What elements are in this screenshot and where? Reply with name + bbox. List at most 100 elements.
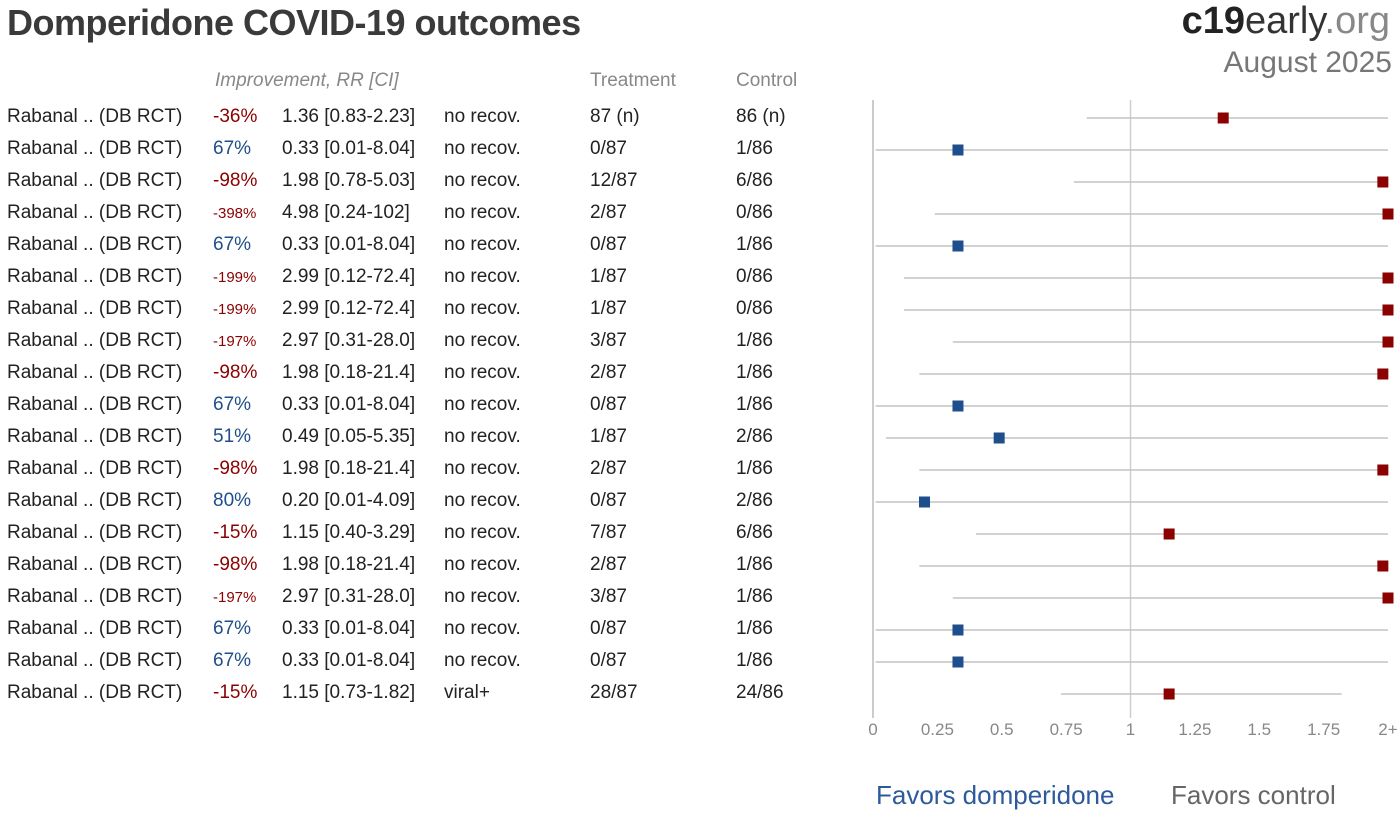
table-row: Rabanal .. (DB RCT) 67% 0.33 [0.01-8.04] no… bbox=[0, 234, 860, 266]
outcome-label: no recov. bbox=[444, 138, 521, 159]
control-count: 24/86 bbox=[736, 682, 784, 703]
outcome-label: no recov. bbox=[444, 522, 521, 543]
control-count: 1/86 bbox=[736, 554, 773, 575]
treatment-count: 3/87 bbox=[590, 330, 627, 351]
control-count: 1/86 bbox=[736, 650, 773, 671]
table-row: Rabanal .. (DB RCT) -98% 1.98 [0.18-21.4] n… bbox=[0, 554, 860, 586]
treatment-count: 1/87 bbox=[590, 426, 627, 447]
rr-value: 0.33 [0.01-8.04] bbox=[282, 234, 416, 255]
rr-value: 0.33 [0.01-8.04] bbox=[282, 138, 416, 159]
estimate-marker bbox=[1382, 272, 1394, 284]
control-count: 6/86 bbox=[736, 522, 773, 543]
rr-value: 2.97 [0.31-28.0] bbox=[282, 330, 416, 351]
table-row: Rabanal .. (DB RCT) -98% 1.98 [0.18-21.4] n… bbox=[0, 362, 860, 394]
estimate-marker bbox=[952, 624, 964, 636]
treatment-count: 2/87 bbox=[590, 202, 627, 223]
improvement-value: -199% bbox=[213, 269, 257, 286]
control-count: 6/86 bbox=[736, 170, 773, 191]
control-count: 1/86 bbox=[736, 586, 773, 607]
improvement-value: -199% bbox=[213, 301, 257, 318]
study-name: Rabanal .. (DB RCT) bbox=[7, 490, 183, 511]
control-count: 1/86 bbox=[736, 138, 773, 159]
improvement-value: 67% bbox=[213, 394, 252, 415]
outcome-label: no recov. bbox=[444, 362, 521, 383]
rr-value: 1.15 [0.73-1.82] bbox=[282, 682, 416, 703]
rr-value: 0.33 [0.01-8.04] bbox=[282, 394, 416, 415]
header-improvement: Improvement, RR [CI] bbox=[215, 70, 399, 91]
control-count: 0/86 bbox=[736, 298, 773, 319]
table-row: Rabanal .. (DB RCT) -199% 2.99 [0.12-72.4]… bbox=[0, 266, 860, 298]
improvement-value: -98% bbox=[213, 458, 258, 479]
improvement-value: 80% bbox=[213, 490, 252, 511]
estimate-marker bbox=[1217, 112, 1229, 124]
table-row: Rabanal .. (DB RCT) 67% 0.33 [0.01-8.04] no… bbox=[0, 394, 860, 426]
estimate-marker bbox=[952, 400, 964, 412]
treatment-count: 0/87 bbox=[590, 490, 627, 511]
outcome-label: no recov. bbox=[444, 234, 521, 255]
improvement-value: -15% bbox=[213, 682, 258, 703]
rr-value: 2.99 [0.12-72.4] bbox=[282, 266, 416, 287]
treatment-count: 2/87 bbox=[590, 554, 627, 575]
study-name: Rabanal .. (DB RCT) bbox=[7, 522, 183, 543]
rr-value: 1.36 [0.83-2.23] bbox=[282, 106, 416, 127]
rr-value: 4.98 [0.24-102] bbox=[282, 202, 410, 223]
table-row: Rabanal .. (DB RCT) -398% 4.98 [0.24-102] n… bbox=[0, 202, 860, 234]
outcome-label: no recov. bbox=[444, 330, 521, 351]
estimate-marker bbox=[1377, 560, 1389, 572]
study-name: Rabanal .. (DB RCT) bbox=[7, 266, 183, 287]
study-name: Rabanal .. (DB RCT) bbox=[7, 650, 183, 671]
tick-label: 0 bbox=[868, 720, 877, 739]
estimate-marker bbox=[993, 432, 1005, 444]
treatment-count: 0/87 bbox=[590, 618, 627, 639]
control-count: 1/86 bbox=[736, 618, 773, 639]
date-label: August 2025 bbox=[1223, 46, 1392, 79]
outcome-label: no recov. bbox=[444, 266, 521, 287]
table-row: Rabanal .. (DB RCT) -15% 1.15 [0.73-1.82] v… bbox=[0, 682, 860, 714]
outcome-label: viral+ bbox=[444, 682, 490, 703]
study-name: Rabanal .. (DB RCT) bbox=[7, 106, 183, 127]
estimate-marker bbox=[1377, 464, 1389, 476]
table-row: Rabanal .. (DB RCT) -98% 1.98 [0.78-5.03] n… bbox=[0, 170, 860, 202]
study-name: Rabanal .. (DB RCT) bbox=[7, 618, 183, 639]
study-name: Rabanal .. (DB RCT) bbox=[7, 170, 183, 191]
brand-part-1: c19 bbox=[1181, 0, 1245, 42]
control-count: 1/86 bbox=[736, 362, 773, 383]
treatment-count: 87 (n) bbox=[590, 106, 640, 127]
control-count: 86 (n) bbox=[736, 106, 786, 127]
table-row: Rabanal .. (DB RCT) -197% 2.97 [0.31-28.0]… bbox=[0, 330, 860, 362]
study-name: Rabanal .. (DB RCT) bbox=[7, 554, 183, 575]
tick-label: 1.25 bbox=[1178, 720, 1211, 739]
treatment-count: 2/87 bbox=[590, 458, 627, 479]
treatment-count: 0/87 bbox=[590, 234, 627, 255]
rr-value: 2.99 [0.12-72.4] bbox=[282, 298, 416, 319]
treatment-count: 2/87 bbox=[590, 362, 627, 383]
outcome-label: no recov. bbox=[444, 170, 521, 191]
table-row: Rabanal .. (DB RCT) 67% 0.33 [0.01-8.04] no… bbox=[0, 650, 860, 682]
table-row: Rabanal .. (DB RCT) -36% 1.36 [0.83-2.23] n… bbox=[0, 106, 860, 138]
outcome-label: no recov. bbox=[444, 426, 521, 447]
study-name: Rabanal .. (DB RCT) bbox=[7, 586, 183, 607]
brand-logo[interactable]: c19early.org bbox=[1182, 0, 1390, 43]
improvement-value: -15% bbox=[213, 522, 258, 543]
table-row: Rabanal .. (DB RCT) -199% 2.99 [0.12-72.4]… bbox=[0, 298, 860, 330]
rr-value: 0.20 [0.01-4.09] bbox=[282, 490, 416, 511]
treatment-count: 12/87 bbox=[590, 170, 638, 191]
study-name: Rabanal .. (DB RCT) bbox=[7, 362, 183, 383]
header-treatment: Treatment bbox=[590, 70, 676, 91]
improvement-value: -398% bbox=[213, 205, 257, 222]
outcome-label: no recov. bbox=[444, 490, 521, 511]
favors-domperidone-label: Favors domperidone bbox=[876, 780, 1115, 810]
estimate-marker bbox=[919, 496, 930, 508]
study-name: Rabanal .. (DB RCT) bbox=[7, 458, 183, 479]
control-count: 1/86 bbox=[736, 330, 773, 351]
control-count: 0/86 bbox=[736, 202, 773, 223]
estimate-marker bbox=[952, 144, 964, 156]
outcome-label: no recov. bbox=[444, 554, 521, 575]
outcome-label: no recov. bbox=[444, 298, 521, 319]
table-row: Rabanal .. (DB RCT) -15% 1.15 [0.40-3.29] n… bbox=[0, 522, 860, 554]
treatment-count: 1/87 bbox=[590, 298, 627, 319]
tick-label: 2+ bbox=[1378, 720, 1397, 739]
rr-value: 2.97 [0.31-28.0] bbox=[282, 586, 416, 607]
improvement-value: 67% bbox=[213, 650, 252, 671]
